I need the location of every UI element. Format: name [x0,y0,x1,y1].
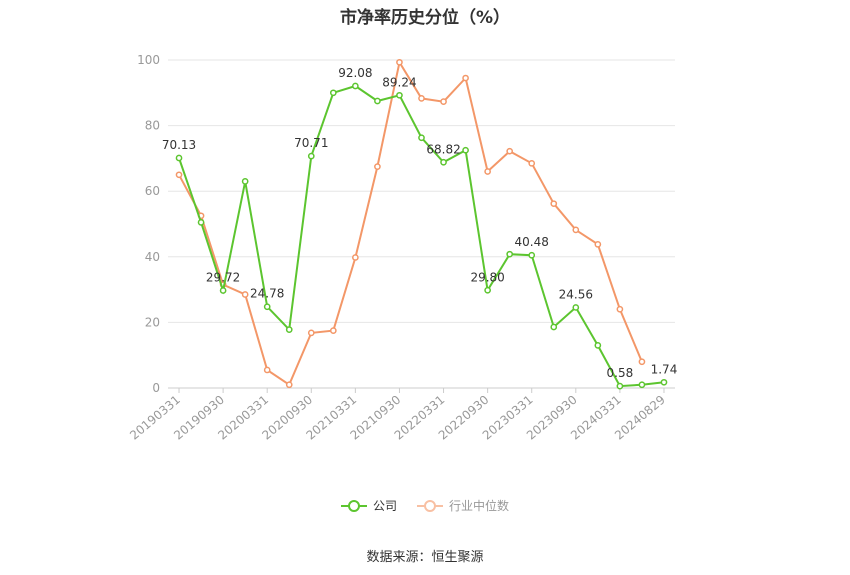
legend-line-icon [417,499,443,512]
data-point [285,381,293,389]
data-label: 40.48 [515,235,549,249]
data-label-layer: 70.13 29.72 24.78 70.71 92.08 89.24 68.82 29.80… [162,66,677,380]
data-label: 70.13 [162,138,196,152]
legend-item-company[interactable]: 公司 [340,497,397,514]
data-label: 29.80 [470,270,504,284]
data-point [550,200,558,208]
legend-line-icon [340,499,367,512]
data-point [660,378,668,386]
data-point [638,381,646,389]
y-tick-label: 40 [145,250,160,264]
y-tick-label: 60 [145,184,160,198]
y-tick-label: 80 [145,119,160,133]
data-point [219,287,227,294]
data-point [506,250,514,258]
data-point [528,159,536,167]
data-point [616,305,624,313]
y-tick-label: 100 [137,53,160,67]
y-tick-label: 20 [145,315,160,329]
data-label: 92.08 [338,66,372,80]
grid-layer [168,59,675,323]
data-point [484,286,491,294]
data-point [462,146,469,154]
data-point [241,178,249,185]
legend-item-industry[interactable]: 行业中位数 [417,497,509,514]
data-point [418,134,425,142]
data-point [594,240,602,248]
data-point [307,329,315,337]
data-point [528,251,536,259]
data-point [396,58,403,66]
data-point [263,303,271,311]
legend-label-company: 公司 [372,499,397,513]
data-label: 24.78 [250,287,284,301]
data-point [572,226,580,234]
series-line [178,59,643,387]
source-note: 数据来源：恒生聚源 [366,550,484,565]
data-point [352,82,359,90]
data-point [352,254,359,261]
legend: 公司 行业中位数 [0,497,850,514]
data-point [572,304,580,311]
data-point [638,358,646,366]
data-point [374,163,381,170]
data-point [550,323,558,331]
data-point [307,152,315,160]
series-company [175,82,668,390]
data-point [175,171,183,179]
data-point [285,326,293,333]
series-line [178,84,665,388]
data-label: 29.72 [206,271,240,285]
data-point [462,74,469,82]
series-layer [175,58,668,390]
data-point [329,89,337,97]
data-point [616,382,624,390]
data-point [329,327,337,334]
data-label: 89.24 [382,75,416,89]
series-industry [175,58,646,389]
data-label: 0.58 [607,366,634,380]
data-point [175,154,183,162]
data-label: 68.82 [426,142,460,156]
data-point [197,219,205,226]
data-label: 1.74 [651,362,678,376]
data-point [440,158,447,166]
data-point [484,168,491,175]
data-label: 24.56 [559,287,593,301]
data-point [418,95,425,102]
data-point [440,98,447,106]
legend-label-industry: 行业中位数 [449,499,510,513]
data-point [506,147,514,155]
y-tick-label: 0 [152,381,160,395]
data-point [374,97,381,105]
data-point [263,366,271,374]
data-label: 70.71 [294,136,328,150]
chart-title: 市净率历史分位（%） [339,8,511,28]
data-point [594,342,602,349]
data-point [396,91,403,99]
data-point [241,291,249,298]
